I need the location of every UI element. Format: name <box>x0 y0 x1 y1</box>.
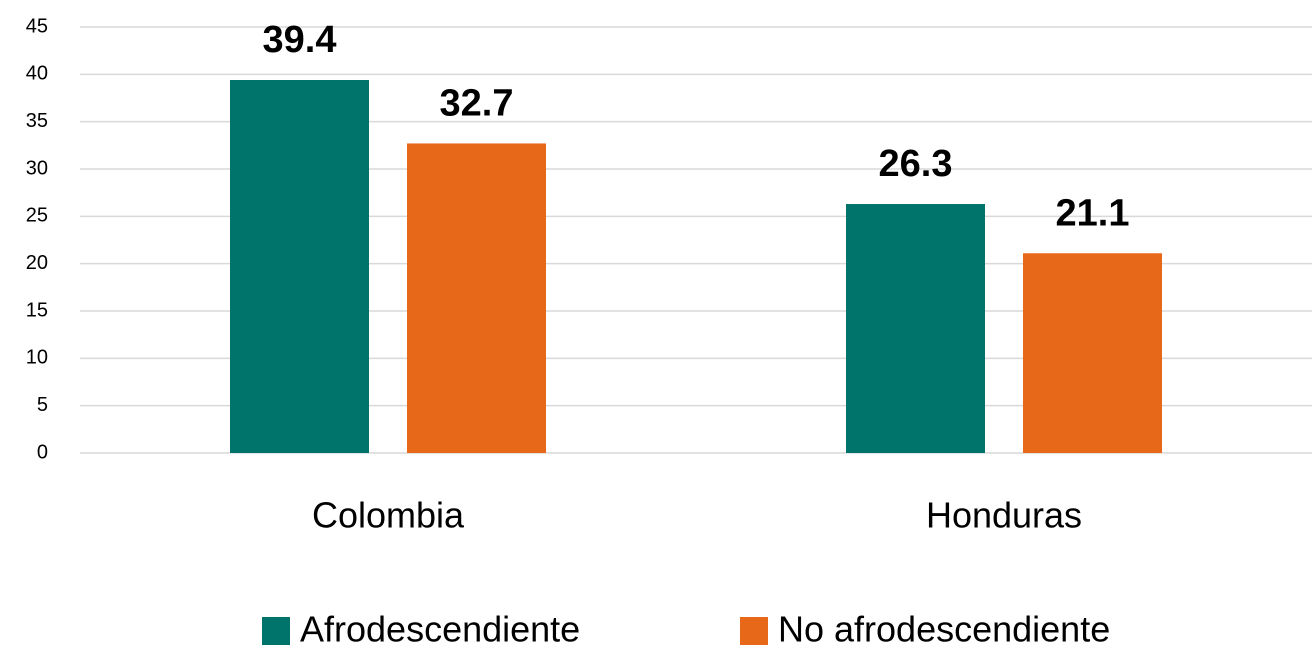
y-tick-label: 5 <box>37 394 48 416</box>
legend-label: Afrodescendiente <box>300 609 580 647</box>
y-tick-label: 0 <box>37 441 48 463</box>
x-tick-label: Colombia <box>312 495 465 536</box>
data-label: 26.3 <box>879 143 953 185</box>
y-tick-label: 25 <box>26 205 48 227</box>
legend-swatch <box>740 617 768 645</box>
y-tick-label: 15 <box>26 299 48 321</box>
bar <box>407 143 546 453</box>
bar <box>1023 253 1162 453</box>
bar <box>846 204 985 453</box>
data-label: 39.4 <box>263 19 337 61</box>
bar <box>230 80 369 453</box>
legend-swatch <box>262 617 290 645</box>
legend-label: No afrodescendiente <box>778 609 1110 647</box>
data-label: 21.1 <box>1056 192 1130 234</box>
x-tick-label: Honduras <box>926 495 1082 536</box>
y-tick-label: 10 <box>26 347 48 369</box>
data-label: 32.7 <box>440 82 514 124</box>
y-tick-label: 20 <box>26 252 48 274</box>
y-tick-label: 45 <box>26 15 48 37</box>
y-tick-label: 40 <box>26 63 48 85</box>
y-tick-label: 30 <box>26 157 48 179</box>
y-tick-label: 35 <box>26 110 48 132</box>
